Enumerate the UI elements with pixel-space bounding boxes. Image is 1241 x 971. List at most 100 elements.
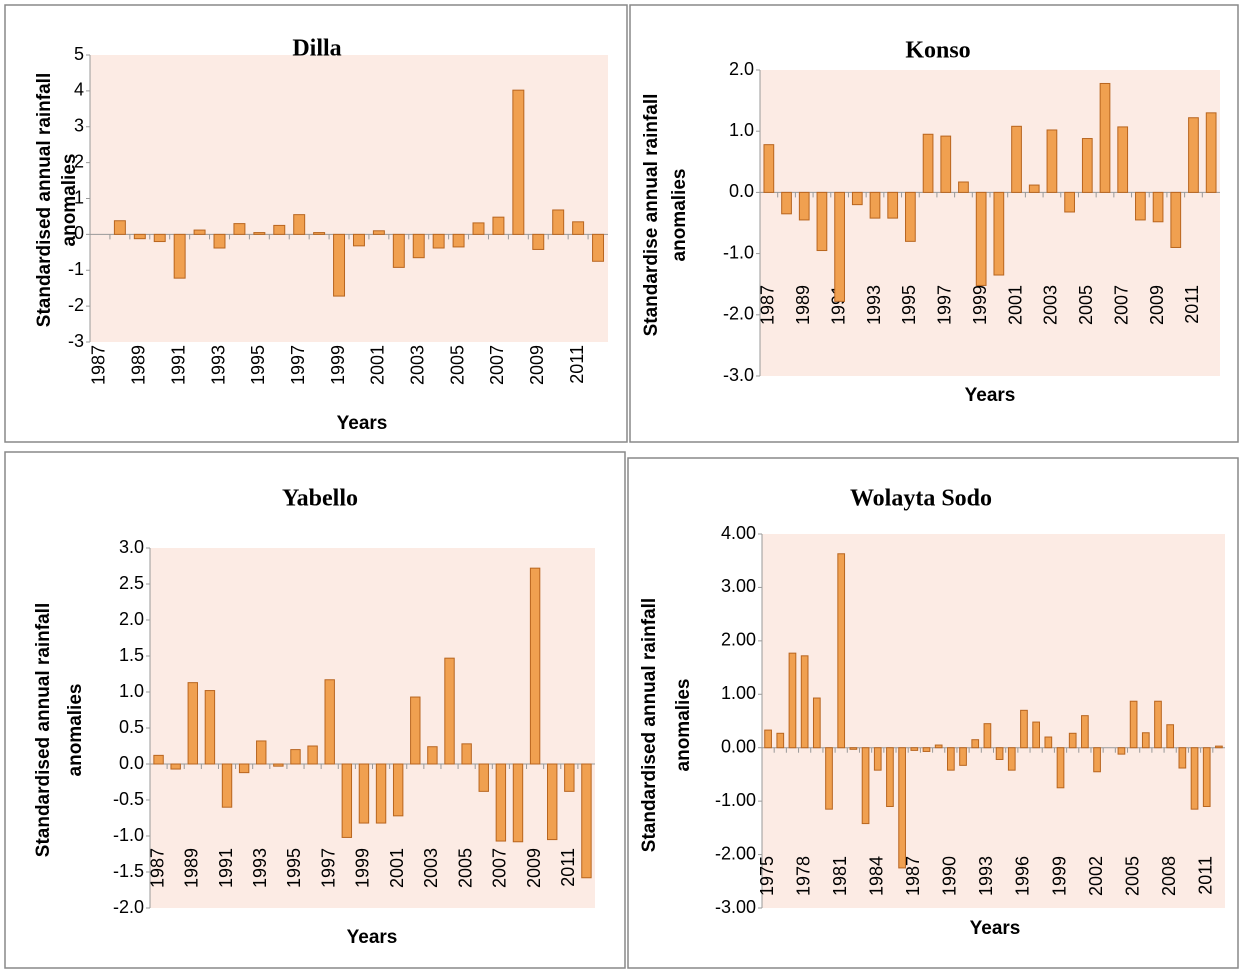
- bar: [552, 209, 565, 235]
- chart-panel: -3.00 -2.00 -1.00 0.00 1.00 2.00 3.00 4.00 1975 1…: [627, 457, 1239, 969]
- x-tick-label: 2001: [387, 848, 407, 888]
- bar: [887, 191, 899, 219]
- bar: [763, 144, 775, 193]
- x-axis-label: Years: [965, 385, 1016, 406]
- x-tick-label: 2005: [447, 345, 467, 385]
- y-tick-label: -1.00: [715, 790, 756, 810]
- bar: [869, 191, 881, 219]
- y-axis-label: Standardised annual rainfall: [33, 603, 54, 857]
- bar: [233, 223, 246, 235]
- x-tick-label: 2002: [1086, 856, 1106, 896]
- panel-border: [4, 4, 628, 443]
- x-tick-label: 2001: [368, 345, 388, 385]
- plot-area: [760, 70, 1220, 376]
- bar: [798, 191, 810, 221]
- y-tick-label: 0.0: [119, 753, 144, 773]
- bar: [834, 191, 845, 302]
- bar: [851, 191, 863, 206]
- bar: [1011, 125, 1022, 193]
- bar: [427, 746, 438, 765]
- y-tick-label: 0.5: [119, 717, 144, 737]
- bar: [971, 739, 980, 749]
- x-tick-label: 2009: [1147, 285, 1167, 325]
- bar: [1007, 747, 1016, 771]
- y-tick-label: -2.00: [715, 843, 756, 863]
- x-axis-label: Years: [337, 413, 388, 434]
- x-tick-label: 1984: [867, 856, 887, 896]
- y-tick-label: 1.0: [119, 681, 144, 701]
- bar: [290, 749, 301, 765]
- chart-title: Dilla: [292, 36, 341, 62]
- bar: [193, 229, 206, 235]
- bar: [1190, 747, 1199, 810]
- y-tick-label: 1: [74, 187, 84, 207]
- x-tick-label: 1991: [168, 345, 188, 385]
- x-tick-label: 2005: [1122, 856, 1142, 896]
- x-tick-label: 2001: [1005, 285, 1025, 325]
- bar: [764, 729, 772, 749]
- bar: [153, 754, 164, 765]
- panel-border: [627, 457, 1239, 969]
- bar: [886, 747, 894, 807]
- bar: [1020, 709, 1028, 749]
- bar: [1028, 184, 1040, 193]
- bar: [512, 89, 525, 235]
- bar: [547, 763, 558, 841]
- y-tick-label: 2.0: [729, 59, 754, 79]
- bar: [1141, 732, 1150, 749]
- bar: [495, 763, 507, 842]
- y-tick-label: 2.0: [119, 609, 144, 629]
- bar: [375, 763, 387, 824]
- bar: [1170, 191, 1182, 248]
- x-axis-label: Years: [970, 918, 1021, 939]
- x-tick-label: 1993: [864, 285, 884, 325]
- bar: [133, 233, 146, 240]
- x-tick-label: 1993: [250, 848, 270, 888]
- bar: [238, 763, 250, 774]
- x-tick-label: 2011: [567, 345, 587, 384]
- x-tick-label: 2011: [558, 848, 578, 887]
- bar: [898, 747, 906, 869]
- bar: [776, 732, 785, 749]
- bar: [1178, 747, 1187, 769]
- x-tick-label: 2009: [527, 345, 547, 385]
- bar: [812, 697, 821, 749]
- bar: [1093, 747, 1101, 773]
- bar: [352, 233, 365, 247]
- x-tick-label: 1997: [935, 285, 955, 325]
- x-tick-label: 1987: [903, 856, 923, 896]
- x-tick-label: 1993: [976, 856, 996, 896]
- y-tick-label: 4.00: [721, 523, 756, 543]
- x-tick-label: 1999: [328, 345, 348, 385]
- bar: [959, 747, 967, 766]
- x-tick-label: 1999: [353, 848, 373, 888]
- bar: [572, 221, 585, 235]
- bar: [983, 723, 992, 749]
- bar: [800, 655, 809, 749]
- x-tick-label: 2008: [1159, 856, 1179, 896]
- bar: [1064, 191, 1075, 213]
- bar: [1188, 117, 1199, 193]
- x-tick-label: 1975: [757, 856, 777, 896]
- x-tick-label: 1997: [288, 345, 308, 385]
- bar: [1117, 126, 1129, 193]
- bar: [512, 763, 524, 843]
- x-tick-label: 1999: [970, 285, 990, 325]
- x-tick-label: 2011: [1182, 285, 1202, 324]
- bar: [170, 763, 181, 770]
- bar: [1202, 747, 1211, 807]
- x-tick-label: 2011: [1195, 856, 1215, 895]
- x-tick-label: 1990: [940, 856, 960, 896]
- y-tick-label: 1.0: [729, 120, 754, 140]
- bar: [410, 696, 421, 765]
- y-tick-label: -3: [68, 331, 84, 351]
- chart-panel: -3 -2 -1 0 1 2 3 4 5 1987 1989 1991 1993 1995 1997 1999…: [4, 4, 628, 443]
- bar: [910, 747, 919, 751]
- bar: [781, 191, 792, 215]
- bar: [958, 181, 969, 193]
- x-tick-label: 2005: [455, 848, 475, 888]
- bar: [1099, 82, 1111, 193]
- x-tick-label: 1989: [182, 848, 202, 888]
- x-tick-label: 1978: [793, 856, 813, 896]
